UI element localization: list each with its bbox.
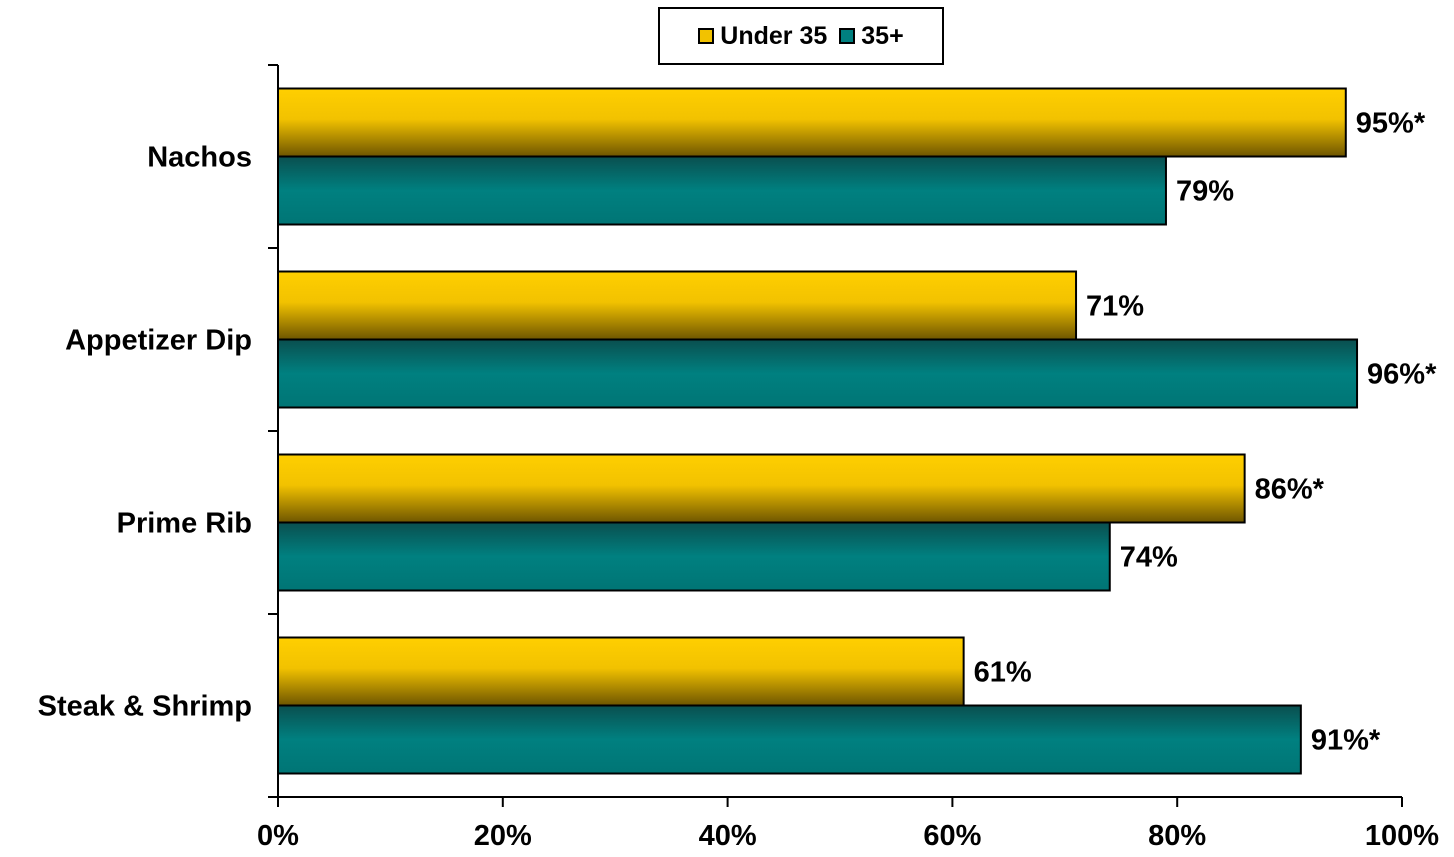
bar-appetizer-dip-under-35 xyxy=(277,270,1078,341)
category-label-appetizer-dip: Appetizer Dip xyxy=(65,325,252,357)
legend-label-under-35: Under 35 xyxy=(720,21,828,50)
bar-nachos-35-plus xyxy=(277,155,1167,226)
bar-steak-shrimp-35-plus xyxy=(277,704,1302,775)
legend-swatch-35-plus xyxy=(839,28,856,44)
x-tick-label: 60% xyxy=(923,820,981,852)
data-label: 91%* xyxy=(1311,725,1381,757)
bar-prime-rib-35-plus xyxy=(277,521,1111,592)
data-label: 71% xyxy=(1086,291,1144,323)
x-tick-label: 0% xyxy=(257,820,299,852)
legend-swatch-under-35 xyxy=(698,28,715,44)
x-tick-label: 40% xyxy=(699,820,757,852)
category-label-nachos: Nachos xyxy=(147,142,252,174)
bar-nachos-under-35 xyxy=(277,87,1347,158)
category-label-prime-rib: Prime Rib xyxy=(117,508,252,540)
category-label-steak-shrimp: Steak & Shrimp xyxy=(38,691,252,723)
legend-item-under-35: Under 35 xyxy=(698,22,827,51)
bar-appetizer-dip-35-plus xyxy=(277,338,1359,409)
data-label: 95%* xyxy=(1356,108,1426,140)
bar-steak-shrimp-under-35 xyxy=(277,636,965,707)
legend-label-35-plus: 35+ xyxy=(861,21,904,50)
data-label: 86%* xyxy=(1255,474,1325,506)
legend-item-35-plus: 35+ xyxy=(839,21,904,51)
data-label: 74% xyxy=(1120,542,1178,574)
x-tick-label: 20% xyxy=(474,820,532,852)
data-label: 79% xyxy=(1176,176,1234,208)
legend: Under 35 35+ xyxy=(658,7,944,65)
data-label: 61% xyxy=(974,657,1032,689)
x-tick-label: 80% xyxy=(1148,820,1206,852)
bar-prime-rib-under-35 xyxy=(277,453,1246,524)
x-tick-label: 100% xyxy=(1365,820,1439,852)
data-label: 96%* xyxy=(1367,359,1437,391)
